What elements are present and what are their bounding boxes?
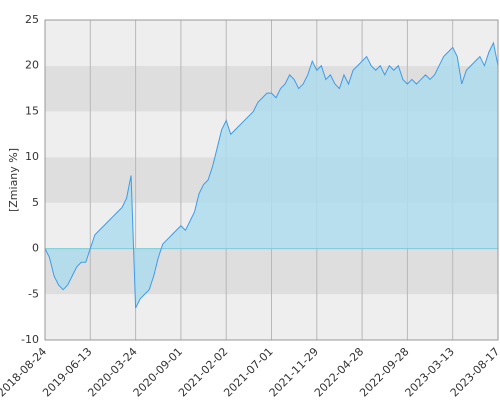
y-tick-label: 10 [25,150,39,163]
y-tick-label: 5 [32,196,39,209]
area [45,42,498,308]
y-tick-label: 25 [25,13,39,26]
y-tick-label: 15 [25,104,39,117]
y-tick-label: 0 [32,242,39,255]
y-tick-label: -5 [28,287,39,300]
y-tick-label: -10 [21,333,39,346]
line [44,41,499,309]
y-tick-label: 20 [25,59,39,72]
plot-border [44,19,499,341]
y-axis-label: [Zmiany %] [7,148,20,212]
